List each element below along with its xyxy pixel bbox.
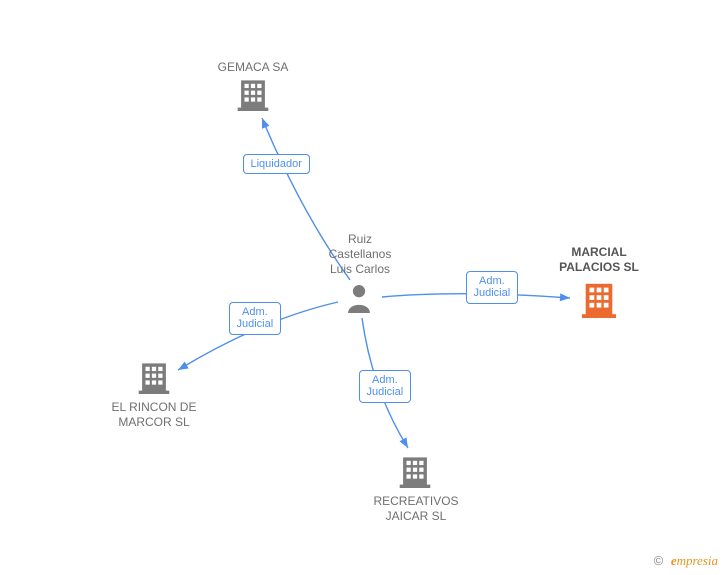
diagram-canvas: RuizCastellanosLuis Carlos GEMACA SA MAR…	[0, 0, 728, 575]
node-label: EL RINCON DEMARCOR SL	[89, 400, 219, 430]
building-icon	[398, 454, 432, 493]
node-label: MARCIALPALACIOS SL	[534, 245, 664, 275]
building-icon	[236, 77, 270, 111]
person-icon	[345, 283, 373, 313]
building-icon	[398, 454, 432, 488]
arrowhead-recreativos	[400, 437, 412, 450]
building-icon	[580, 280, 618, 318]
building-icon	[137, 360, 171, 399]
node-label: RuizCastellanosLuis Carlos	[315, 232, 405, 277]
node-label: GEMACA SA	[193, 60, 313, 75]
edge-label-rincon: Adm.Judicial	[229, 302, 282, 335]
building-icon	[137, 360, 171, 394]
building-icon	[580, 280, 618, 323]
brand-name: empresia	[671, 553, 718, 568]
copyright-symbol: ©	[654, 553, 664, 568]
watermark: © empresia	[654, 553, 718, 569]
person-icon	[345, 283, 373, 318]
edge-label-recreativos: Adm.Judicial	[359, 370, 412, 403]
arrowhead-gemaca	[258, 117, 269, 129]
arrowhead-marcial	[560, 293, 571, 302]
edge-label-marcial: Adm.Judicial	[466, 271, 519, 304]
node-label: RECREATIVOSJAICAR SL	[346, 494, 486, 524]
building-icon	[236, 77, 270, 116]
edge-label-gemaca: Liquidador	[243, 154, 310, 175]
arrowhead-rincon	[176, 362, 189, 374]
